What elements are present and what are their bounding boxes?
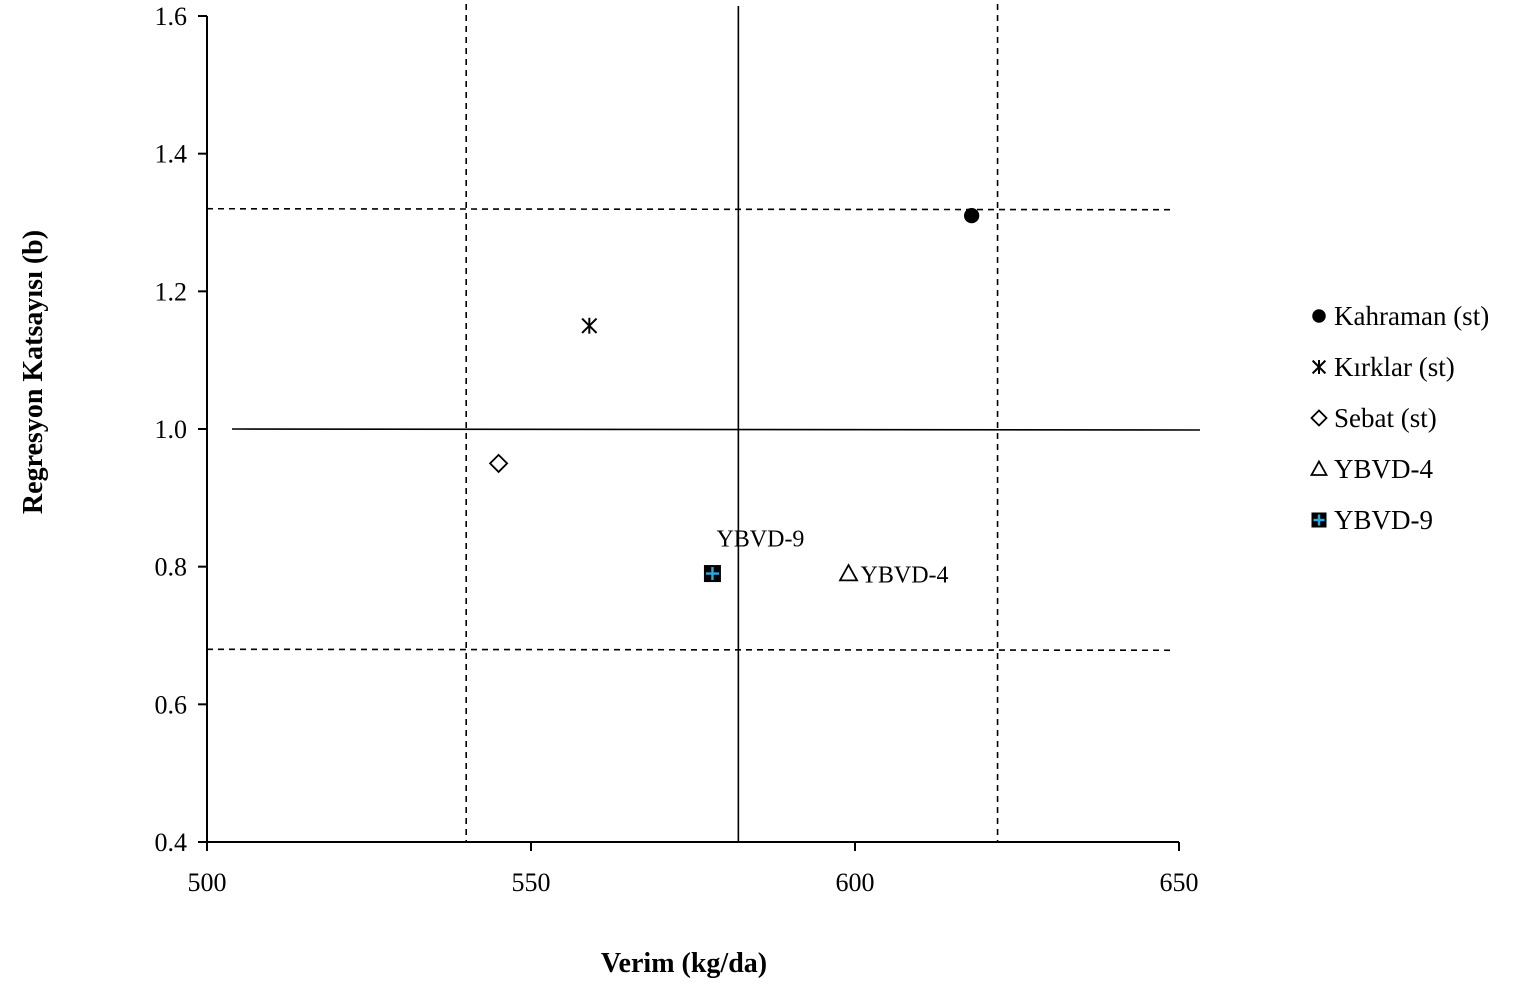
point-label: YBVD-9: [716, 527, 804, 553]
point-labels: YBVD-4 YBVD-9: [716, 527, 948, 589]
legend-label: Kahraman (st): [1334, 301, 1489, 331]
x-tick-label: 650: [1160, 868, 1199, 897]
x-axis-title: Verim (kg/da): [601, 948, 767, 979]
y-tick-label: 1.0: [155, 415, 188, 444]
legend-marker-triangle-shape: [1309, 459, 1329, 476]
legend-label: Sebat (st): [1334, 403, 1437, 433]
legend-marker-asterisk: [1311, 359, 1327, 375]
legend-label: YBVD-9: [1334, 505, 1433, 535]
legend-item: YBVD-9: [1311, 505, 1433, 535]
legend-marker-triangle: [1309, 459, 1329, 476]
y-tick-label: 1.2: [155, 277, 188, 306]
legend-item: Kahraman (st): [1312, 301, 1489, 331]
y-axis-title: Regresyon Katsayısı (b): [18, 230, 49, 514]
b-equals-one-line: [231, 428, 1201, 431]
legend-marker-square-plus: [1311, 512, 1327, 528]
legend: Kahraman (st) Kırklar (st) Sebat (st) YBVD-…: [1309, 301, 1489, 535]
legend-marker-diamond-shape: [1310, 409, 1328, 427]
y-tick-label: 1.4: [155, 140, 188, 169]
x-tick-label: 550: [512, 868, 551, 897]
point-triangle-shape: [838, 563, 859, 582]
y-tick-label: 0.4: [155, 828, 188, 857]
y-tick-label: 1.6: [155, 2, 188, 31]
legend-marker-filled-circle-shape: [1312, 309, 1326, 323]
point-asterisk: [581, 317, 598, 334]
legend-item: YBVD-4: [1309, 454, 1433, 484]
point-diamond: [488, 453, 509, 474]
x-ticks: 500 550 600 650: [188, 842, 1199, 897]
point-triangle: [838, 563, 859, 582]
y-tick-label: 0.8: [155, 553, 188, 582]
y-ticks: 0.4 0.6 0.8 1.0 1.2 1.4 1.6: [155, 2, 207, 857]
legend-item: Sebat (st): [1310, 403, 1437, 433]
legend-label: Kırklar (st): [1334, 352, 1455, 382]
point-square-plus: [703, 565, 721, 583]
reference-lines: [206, 4, 1201, 842]
legend-label: YBVD-4: [1334, 454, 1433, 484]
b-limit-dashed-line: [206, 648, 1171, 652]
point-filled-circle-shape: [963, 207, 980, 224]
point-filled-circle: [963, 207, 980, 224]
point-diamond-shape: [488, 453, 509, 474]
y-tick-label: 0.6: [155, 690, 188, 719]
legend-item: Kırklar (st): [1311, 352, 1455, 382]
x-tick-label: 600: [836, 868, 875, 897]
legend-marker-diamond: [1310, 409, 1328, 427]
data-points: [488, 207, 980, 583]
x-tick-label: 500: [188, 868, 227, 897]
legend-marker-filled-circle: [1312, 309, 1326, 323]
b-limit-dashed-line: [206, 207, 1171, 211]
point-label: YBVD-4: [861, 563, 949, 589]
